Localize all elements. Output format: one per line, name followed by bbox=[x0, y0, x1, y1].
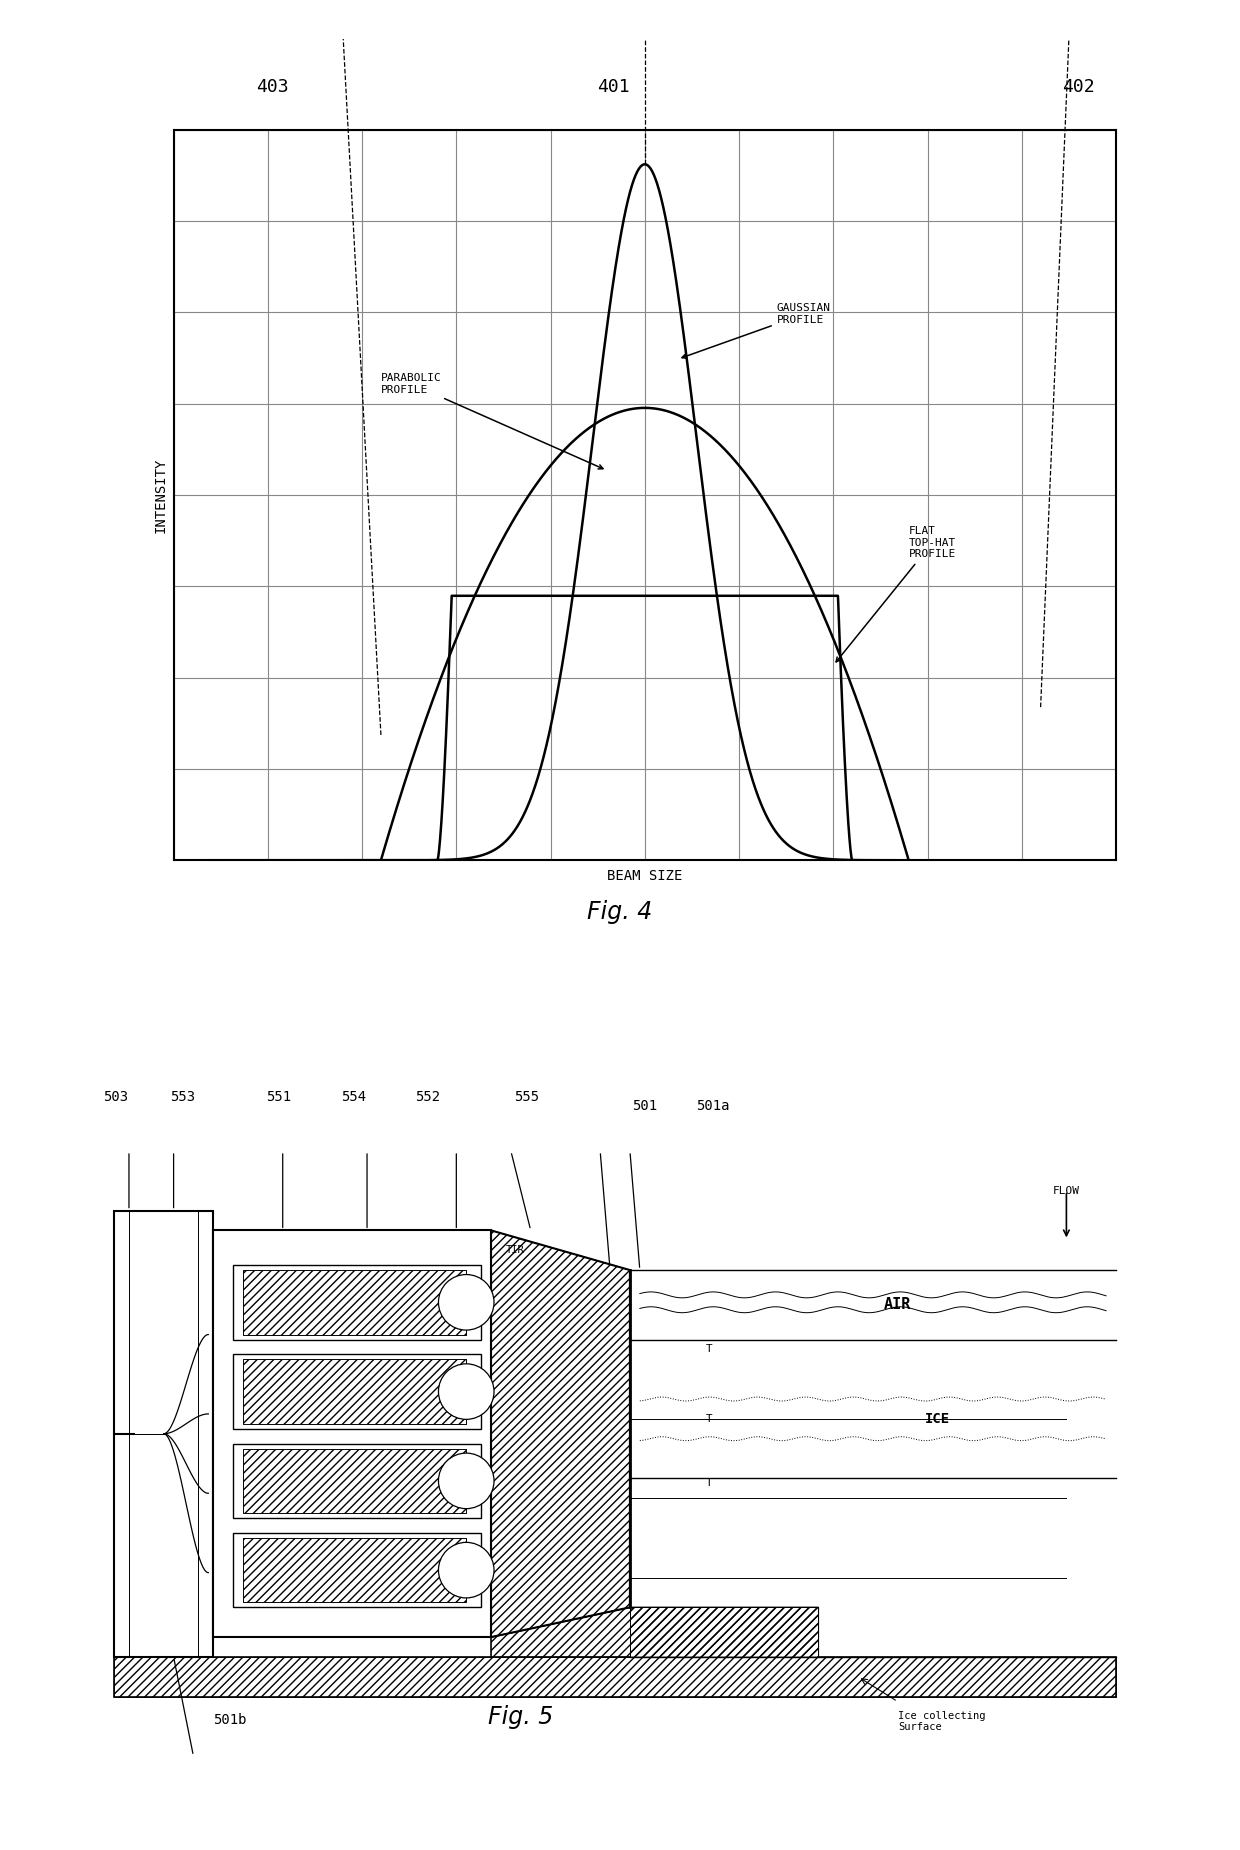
Polygon shape bbox=[243, 1537, 466, 1602]
Text: 553: 553 bbox=[170, 1090, 195, 1104]
Polygon shape bbox=[114, 1210, 213, 1658]
Text: 501: 501 bbox=[632, 1099, 657, 1114]
Text: 552: 552 bbox=[415, 1090, 440, 1104]
Polygon shape bbox=[114, 1210, 213, 1658]
Text: AIR: AIR bbox=[884, 1297, 911, 1312]
Polygon shape bbox=[233, 1354, 481, 1428]
Circle shape bbox=[439, 1543, 494, 1598]
Text: ICE: ICE bbox=[925, 1412, 950, 1426]
Polygon shape bbox=[491, 1230, 630, 1637]
Text: Ice collecting
Surface: Ice collecting Surface bbox=[898, 1711, 986, 1732]
Text: Fig. 5: Fig. 5 bbox=[489, 1706, 553, 1730]
Circle shape bbox=[439, 1363, 494, 1419]
Text: 403: 403 bbox=[257, 78, 289, 96]
Polygon shape bbox=[233, 1443, 481, 1519]
Polygon shape bbox=[243, 1271, 466, 1334]
Text: 402: 402 bbox=[1063, 78, 1095, 96]
Text: 551: 551 bbox=[267, 1090, 291, 1104]
Polygon shape bbox=[243, 1360, 466, 1424]
Polygon shape bbox=[630, 1608, 818, 1658]
Y-axis label: INTENSITY: INTENSITY bbox=[154, 457, 169, 533]
Text: T: T bbox=[706, 1478, 713, 1489]
Polygon shape bbox=[491, 1608, 818, 1658]
Text: 401: 401 bbox=[598, 78, 630, 96]
Polygon shape bbox=[233, 1534, 481, 1608]
X-axis label: BEAM SIZE: BEAM SIZE bbox=[608, 870, 682, 882]
Polygon shape bbox=[213, 1230, 491, 1637]
Polygon shape bbox=[114, 1658, 1116, 1696]
Text: 554: 554 bbox=[341, 1090, 366, 1104]
Text: FLOW: FLOW bbox=[1053, 1186, 1080, 1195]
Text: TIR: TIR bbox=[506, 1245, 525, 1256]
Text: 503: 503 bbox=[103, 1090, 128, 1104]
Circle shape bbox=[439, 1452, 494, 1508]
Text: Fig. 4: Fig. 4 bbox=[588, 901, 652, 925]
Text: 501b: 501b bbox=[212, 1713, 247, 1728]
Text: PARABOLIC
PROFILE: PARABOLIC PROFILE bbox=[381, 374, 603, 468]
Text: T: T bbox=[706, 1345, 713, 1354]
Text: 555: 555 bbox=[515, 1090, 539, 1104]
Text: T: T bbox=[706, 1413, 713, 1424]
Circle shape bbox=[439, 1275, 494, 1330]
Polygon shape bbox=[243, 1449, 466, 1513]
Polygon shape bbox=[233, 1265, 481, 1339]
Text: FLAT
TOP-HAT
PROFILE: FLAT TOP-HAT PROFILE bbox=[836, 525, 956, 662]
Text: GAUSSIAN
PROFILE: GAUSSIAN PROFILE bbox=[682, 303, 831, 359]
Text: 501a: 501a bbox=[696, 1099, 730, 1114]
